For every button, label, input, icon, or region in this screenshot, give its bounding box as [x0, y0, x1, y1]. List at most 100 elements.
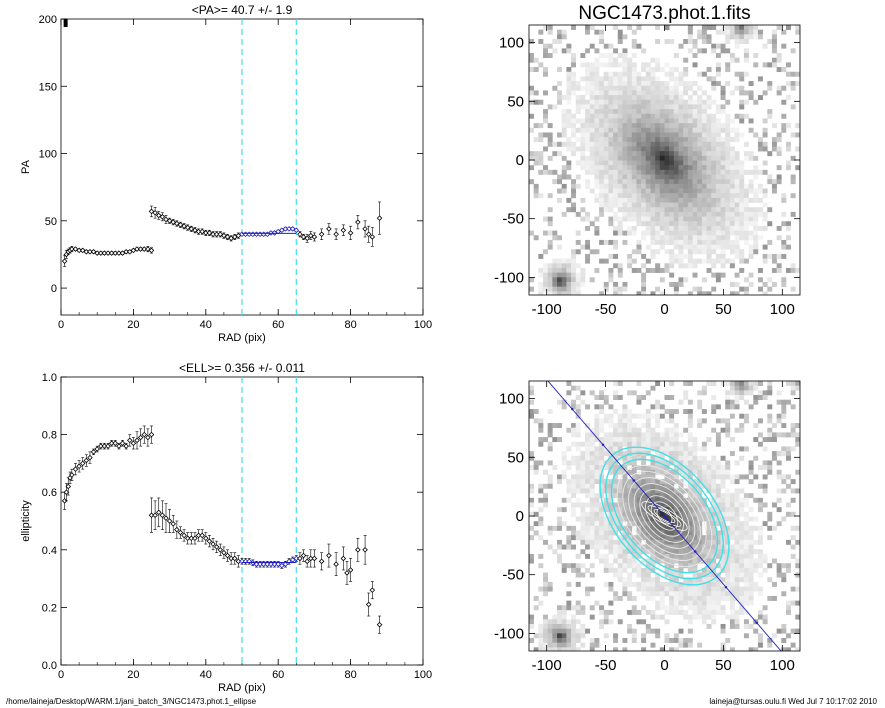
image-pixel [575, 605, 581, 611]
image-pixel [627, 511, 633, 517]
image-pixel [697, 642, 703, 648]
image-pixel [571, 633, 577, 639]
image-pixel [753, 169, 759, 175]
image-pixel [561, 169, 567, 175]
image-pixel [785, 600, 791, 606]
image-pixel [627, 160, 633, 166]
image-pixel [641, 286, 647, 292]
image-pixel [664, 95, 670, 101]
image-pixel [645, 99, 651, 105]
image-pixel [729, 614, 735, 620]
image-pixel [669, 221, 675, 227]
image-pixel [739, 488, 745, 494]
image-pixel [753, 249, 759, 255]
image-pixel [613, 104, 619, 110]
image-pixel [617, 479, 623, 485]
image-pixel [645, 109, 651, 115]
image-pixel [678, 71, 684, 77]
image-pixel [697, 141, 703, 147]
image-pixel [575, 263, 581, 269]
image-pixel [617, 572, 623, 578]
image-pixel [645, 193, 651, 199]
image-pixel [743, 385, 749, 391]
image-pixel [781, 85, 787, 91]
image-pixel [613, 109, 619, 115]
image-pixel [580, 511, 586, 517]
image-pixel [683, 441, 689, 447]
image-pixel [571, 614, 577, 620]
image-pixel [645, 544, 651, 550]
image-pixel [575, 619, 581, 625]
image-pixel [566, 118, 572, 124]
image-pixel [627, 253, 633, 259]
image-pixel [664, 123, 670, 129]
image-pixel [603, 169, 609, 175]
image-pixel [608, 43, 614, 49]
image-pixel [557, 516, 563, 522]
image-pixel [734, 127, 740, 133]
y-axis-label: ellipticity [20, 500, 32, 542]
image-pixel [631, 207, 637, 213]
image-pixel [706, 614, 712, 620]
image-pixel [739, 521, 745, 527]
image-pixel [655, 235, 661, 241]
image-pixel [743, 188, 749, 194]
image-pixel [627, 469, 633, 475]
image-pixel [627, 67, 633, 73]
image-pixel [669, 235, 675, 241]
image-pixel [599, 516, 605, 522]
image-pixel [538, 642, 544, 648]
image-pixel [650, 291, 656, 295]
image-pixel [543, 277, 548, 283]
image-pixel [673, 132, 679, 138]
image-pixel [701, 39, 707, 44]
image-pixel [697, 239, 703, 245]
image-pixel [725, 539, 731, 545]
image-pixel [664, 637, 670, 643]
image-pixel [711, 183, 717, 189]
image-pixel [785, 446, 791, 452]
image-pixel [664, 197, 670, 203]
image-pixel [697, 399, 703, 405]
image-pixel [641, 151, 647, 157]
image-pixel [589, 642, 595, 648]
data-point [141, 246, 148, 252]
image-pixel [687, 502, 693, 508]
image-pixel [571, 427, 577, 433]
image-pixel [585, 183, 591, 189]
image-pixel [748, 572, 754, 578]
data-point [221, 549, 227, 556]
image-pixel [729, 281, 735, 287]
image-pixel [561, 127, 567, 133]
image-pixel [617, 127, 623, 133]
image-pixel [650, 109, 656, 115]
image-pixel [725, 165, 731, 171]
image-pixel [645, 539, 651, 545]
image-pixel [767, 390, 773, 396]
data-point [268, 561, 274, 567]
image-pixel [603, 563, 609, 569]
image-pixel [692, 497, 698, 503]
image-pixel [687, 511, 693, 517]
image-pixel [734, 502, 740, 508]
data-point [293, 227, 300, 234]
image-pixel [641, 437, 647, 443]
image-pixel [645, 71, 651, 77]
image-pixel [529, 637, 534, 643]
image-pixel [701, 549, 707, 555]
image-pixel [687, 81, 693, 87]
image-pixel [762, 281, 768, 287]
image-pixel [720, 207, 726, 213]
image-pixel [729, 34, 735, 40]
image-pixel [701, 474, 707, 480]
image-pixel [762, 127, 768, 133]
image-pixel [659, 123, 665, 129]
image-pixel [725, 193, 731, 199]
image-pixel [641, 441, 647, 447]
image-pixel [743, 535, 749, 541]
image-pixel [795, 132, 800, 138]
image-pixel [678, 605, 684, 611]
image-pixel [669, 446, 675, 452]
image-pixel [687, 249, 693, 255]
image-pixel [603, 441, 609, 447]
